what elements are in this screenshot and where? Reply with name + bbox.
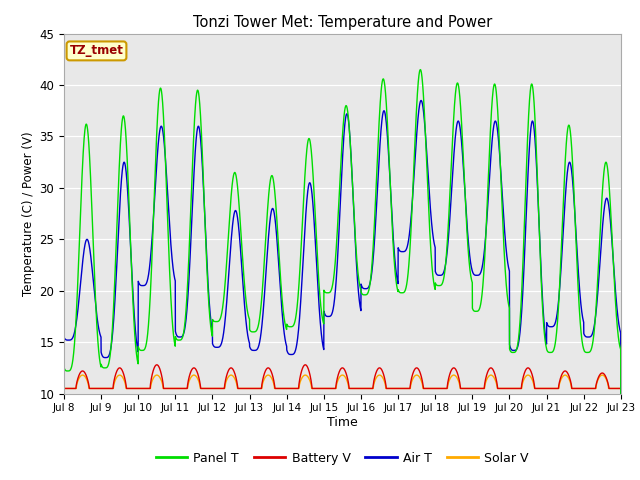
Battery V (436, 385, 444, 391)
Solar V (79, 372, 86, 378)
Solar V (617, 385, 625, 391)
X-axis label: Time: Time (327, 416, 358, 429)
Panel T (417, 67, 424, 72)
Legend: Panel T, Battery V, Air T, Solar V: Panel T, Battery V, Air T, Solar V (151, 447, 534, 469)
Battery V (161, 385, 168, 391)
Air T (616, 328, 624, 334)
Battery V (616, 385, 624, 391)
Solar V (616, 385, 624, 391)
Panel T (60, 364, 68, 370)
Battery V (467, 385, 475, 391)
Line: Solar V: Solar V (64, 375, 621, 388)
Air T (417, 97, 425, 103)
Battery V (322, 385, 330, 391)
Panel T (499, 221, 507, 227)
Air T (617, 391, 625, 396)
Air T (322, 312, 330, 318)
Air T (60, 335, 68, 340)
Battery V (60, 385, 68, 391)
Panel T (322, 289, 330, 295)
Battery V (617, 385, 625, 391)
Solar V (499, 385, 507, 391)
Panel T (617, 391, 625, 396)
Line: Air T: Air T (64, 100, 621, 394)
Line: Panel T: Panel T (64, 70, 621, 394)
Air T (467, 264, 475, 269)
Air T (499, 202, 507, 207)
Line: Battery V: Battery V (64, 365, 621, 388)
Solar V (322, 385, 330, 391)
Y-axis label: Temperature (C) / Power (V): Temperature (C) / Power (V) (22, 132, 35, 296)
Title: Tonzi Tower Met: Temperature and Power: Tonzi Tower Met: Temperature and Power (193, 15, 492, 30)
Solar V (60, 385, 68, 391)
Solar V (436, 385, 444, 391)
Battery V (499, 385, 507, 391)
Air T (160, 139, 168, 144)
Air T (436, 273, 444, 278)
Panel T (160, 125, 168, 131)
Text: TZ_tmet: TZ_tmet (70, 44, 124, 58)
Panel T (616, 345, 624, 350)
Solar V (467, 385, 475, 391)
Panel T (436, 283, 444, 288)
Panel T (467, 276, 475, 281)
Solar V (161, 385, 168, 391)
Battery V (153, 362, 161, 368)
